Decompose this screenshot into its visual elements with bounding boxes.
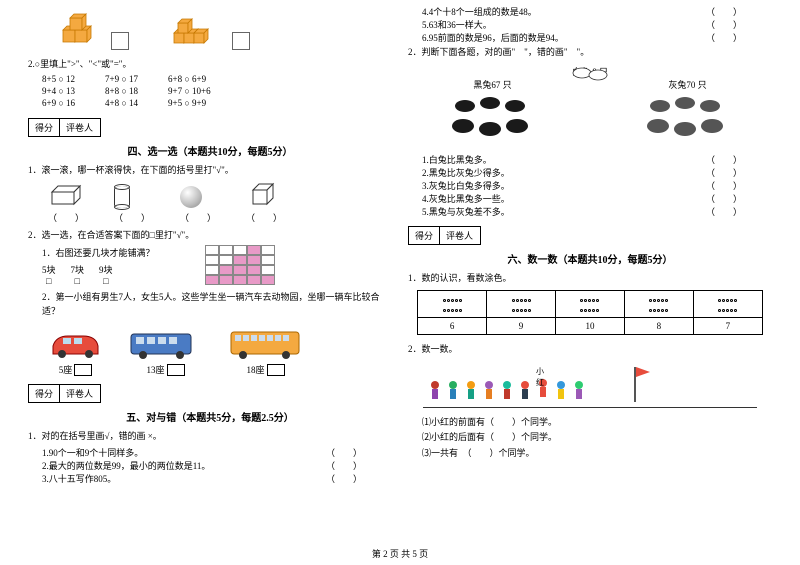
vehicles-row: 5座 13座 18座 xyxy=(48,326,392,376)
q2-prompt: 2.○里填上">"、"<"或"="。 xyxy=(28,58,392,72)
s5-q1: 1．对的在括号里画√，错的画 ×。 xyxy=(28,430,392,444)
count-cell: 10 xyxy=(556,318,625,335)
kid-icon xyxy=(464,380,478,402)
count-cell: 8 xyxy=(624,318,693,335)
dots-cell xyxy=(418,291,487,318)
s4-q2-2: 2．第一小组有男生7人，女生5人。这些学生坐一辆汽车去动物园，坐哪一辆车比较合适… xyxy=(42,291,392,318)
dots-cell xyxy=(487,291,556,318)
tf-item: 3.八十五写作805。（ ） xyxy=(42,472,392,485)
options-row: 5块□ 7块□ 9块□ xyxy=(42,263,155,286)
grid-puzzle-icon xyxy=(205,245,275,285)
s6-q2: 2．数一数。 xyxy=(408,343,772,357)
page-container: 2.○里填上">"、"<"或"="。 8+5 ○ 127+9 ○ 176+8 ○… xyxy=(0,0,800,540)
tf-item: 6.95前面的数是96，后面的数是94。（ ） xyxy=(422,31,772,44)
dots-cell xyxy=(556,291,625,318)
page-footer: 第 2 页 共 5 页 xyxy=(0,547,800,560)
kid-icon xyxy=(554,380,568,402)
s4-q1: 1．滚一滚，哪一杯滚得快，在下面的括号里打"√"。 xyxy=(28,164,392,178)
s4-q2-1: 1．右图还要几块才能铺满？ xyxy=(42,247,155,261)
cube-stack-right-icon xyxy=(169,15,224,50)
dots-cell xyxy=(624,291,693,318)
s4-q2: 2．选一选，在合适答案下面的□里打"√"。 xyxy=(28,229,392,243)
flag-icon xyxy=(634,367,636,402)
answer-box-icon xyxy=(111,32,129,50)
right-column: 4.4个十8个一组成的数是48。（ ） 5.63和36一样大。（ ） 6.95前… xyxy=(400,5,780,535)
kids-illustration: 小红 xyxy=(428,367,772,402)
left-column: 2.○里填上">"、"<"或"="。 8+5 ○ 127+9 ○ 176+8 ○… xyxy=(20,5,400,535)
eq-row: 9+4 ○ 138+8 ○ 189+7 ○ 10+6 xyxy=(42,86,392,96)
dots-cell xyxy=(693,291,762,318)
rabbit-tf: 1.白兔比黑兔多。（ ） xyxy=(422,153,772,166)
tf-item: 1.90个一和9个十同样多。（ ） xyxy=(42,446,392,459)
score-box: 得分 评卷人 xyxy=(28,118,101,137)
grader-label: 评卷人 xyxy=(60,119,100,136)
white-rabbits-icon xyxy=(570,63,610,83)
cubes-illustration xyxy=(58,10,392,50)
score-label: 得分 xyxy=(29,119,60,136)
car-icon xyxy=(48,326,103,361)
section-4-title: 四、选一选（本题共10分，每题5分） xyxy=(28,143,392,158)
s6-q2-3: ⑶一共有 （ ）个同学。 xyxy=(422,447,772,461)
answer-box-icon xyxy=(232,32,250,50)
bus-icon xyxy=(228,326,303,361)
kid-icon xyxy=(482,380,496,402)
minibus-icon xyxy=(128,326,203,361)
cylinder-icon xyxy=(114,186,130,208)
count-cell: 9 xyxy=(487,318,556,335)
kid-icon xyxy=(518,380,532,402)
section-5-title: 五、对与错（本题共5分，每题2.5分） xyxy=(28,409,392,424)
eq-row: 8+5 ○ 127+9 ○ 176+8 ○ 6+9 xyxy=(42,74,392,84)
kid-icon xyxy=(572,380,586,402)
kid-icon xyxy=(446,380,460,402)
kid-icon xyxy=(500,380,514,402)
score-box: 得分 评卷人 xyxy=(408,226,481,245)
eq-row: 6+9 ○ 164+8 ○ 149+5 ○ 9+9 xyxy=(42,98,392,108)
shapes-row: （ ） （ ） （ ） （ ） xyxy=(48,182,392,224)
cube-stack-left-icon xyxy=(58,10,103,50)
gray-rabbits-icon xyxy=(640,91,735,146)
count-cell: 7 xyxy=(693,318,762,335)
score-box: 得分 评卷人 xyxy=(28,384,101,403)
cube-icon xyxy=(251,182,277,206)
rabbit-tf: 4.灰兔比黑兔多一些。（ ） xyxy=(422,192,772,205)
tf-item: 5.63和36一样大。（ ） xyxy=(422,18,772,31)
rabbit-tf: 2.黑兔比灰兔少得多。（ ） xyxy=(422,166,772,179)
count-cell: 6 xyxy=(418,318,487,335)
s6-q2-2: ⑵小红的后面有（ ）个同学。 xyxy=(422,431,772,445)
s5-q2: 2．判断下面各题，对的画" "，错的画" "。 xyxy=(408,46,772,60)
tf-item: 4.4个十8个一组成的数是48。（ ） xyxy=(422,5,772,18)
kid-icon xyxy=(428,380,442,402)
count-table: 6 9 10 8 7 xyxy=(417,290,763,335)
rabbit-tf: 3.灰兔比白兔多得多。（ ） xyxy=(422,179,772,192)
tf-item: 2.最大的两位数是99，最小的两位数是11。（ ） xyxy=(42,459,392,472)
section-6-title: 六、数一数（本题共10分，每题5分） xyxy=(408,251,772,266)
black-rabbits-icon xyxy=(445,91,540,146)
s6-q1: 1．数的认识，看数涂色。 xyxy=(408,272,772,286)
prism-icon xyxy=(50,184,82,206)
s6-q2-1: ⑴小红的前面有（ ）个同学。 xyxy=(422,416,772,430)
xiaohong-label: 小红 xyxy=(536,366,550,388)
rabbits-illustration: 白兔 8 只 黑兔67 只 灰兔70 只 xyxy=(408,65,772,148)
sphere-icon xyxy=(180,186,202,208)
rabbit-tf: 5.黑兔与灰兔差不多。（ ） xyxy=(422,205,772,218)
